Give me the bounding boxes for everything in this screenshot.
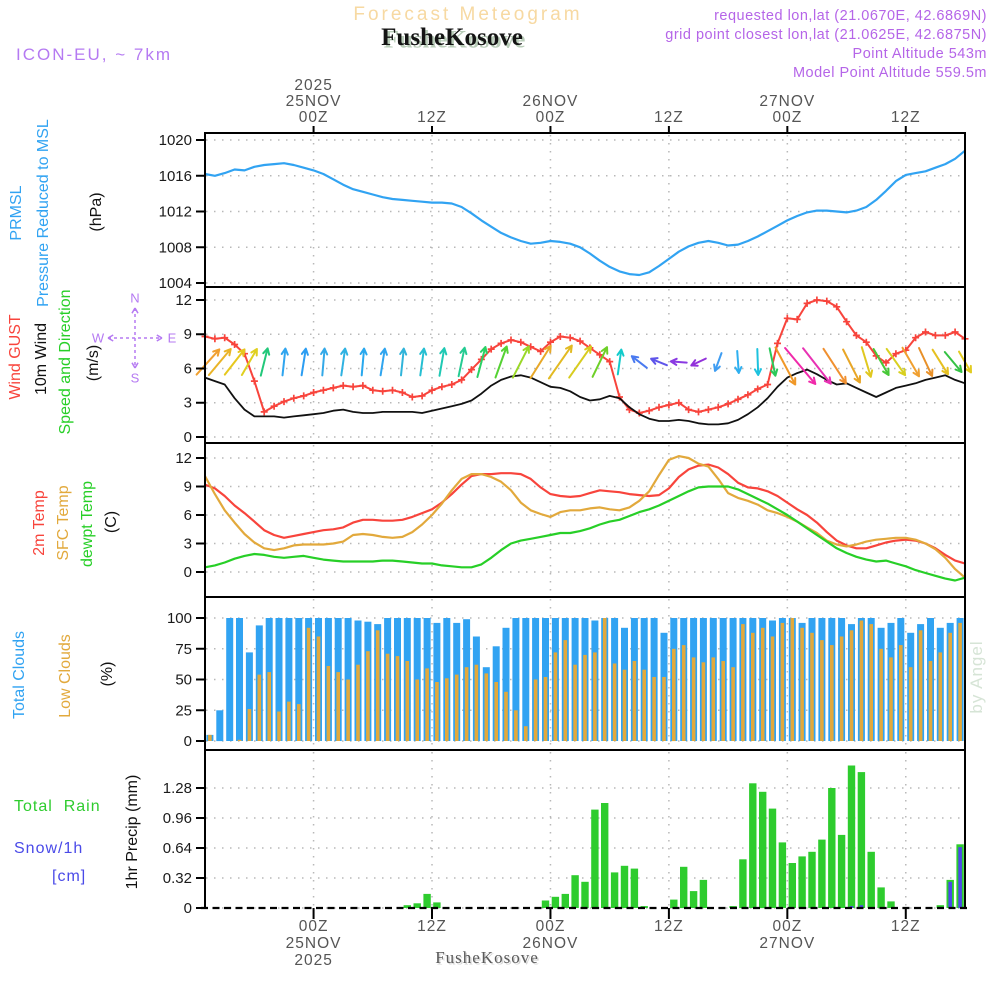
svg-text:1012: 1012 — [159, 204, 192, 221]
svg-text:0.64: 0.64 — [163, 840, 192, 857]
svg-text:12Z: 12Z — [417, 918, 447, 935]
svg-text:2025: 2025 — [294, 952, 332, 969]
compass-south-label: S — [130, 370, 140, 386]
svg-text:0.96: 0.96 — [163, 810, 192, 827]
svg-text:12Z: 12Z — [891, 918, 921, 935]
svg-text:50: 50 — [175, 672, 192, 689]
svg-text:27NOV: 27NOV — [759, 935, 815, 952]
svg-text:12Z: 12Z — [654, 918, 684, 935]
svg-text:1016: 1016 — [159, 168, 192, 185]
footer-station-label: FusheKosove — [435, 948, 539, 967]
cm-unit-label: [cm] — [52, 868, 87, 885]
total-rain-label: Total Rain — [14, 798, 101, 815]
svg-text:12: 12 — [175, 450, 192, 467]
grid-point-coords: grid point closest lon,lat (21.0625E, 42… — [665, 27, 987, 43]
svg-text:00Z: 00Z — [536, 918, 566, 935]
pressure-reduced-label: Pressure Reduced to MSL — [35, 119, 52, 307]
svg-text:00Z: 00Z — [299, 109, 329, 126]
wind-gust-label: Wind GUST — [7, 314, 24, 400]
sfc-temp-label: SFC Temp — [55, 485, 72, 561]
svg-text:2025: 2025 — [294, 77, 332, 94]
svg-text:9: 9 — [184, 326, 192, 343]
watermark: by Angel — [967, 640, 986, 714]
c-unit-label: (C) — [103, 510, 120, 534]
total-clouds-label: Total Clouds — [11, 630, 28, 720]
svg-text:00Z: 00Z — [772, 918, 802, 935]
svg-text:25NOV: 25NOV — [286, 935, 342, 952]
percent-unit-label: (%) — [99, 661, 116, 687]
ms-unit-label: (m/s) — [85, 344, 102, 382]
svg-text:0.32: 0.32 — [163, 870, 192, 887]
svg-text:25: 25 — [175, 702, 192, 719]
svg-text:27NOV: 27NOV — [759, 93, 815, 110]
svg-text:12Z: 12Z — [654, 109, 684, 126]
model-point-altitude: Model Point Altitude 559.5m — [792, 65, 987, 81]
svg-text:12Z: 12Z — [891, 109, 921, 126]
svg-text:0: 0 — [184, 564, 192, 581]
svg-text:1008: 1008 — [159, 239, 192, 256]
svg-text:1004: 1004 — [159, 275, 192, 292]
svg-text:00Z: 00Z — [536, 109, 566, 126]
requested-coords: requested lon,lat (21.0670E, 42.6869N) — [714, 8, 987, 24]
svg-text:12: 12 — [175, 292, 192, 309]
svg-text:1.28: 1.28 — [163, 780, 192, 797]
svg-text:1020: 1020 — [159, 132, 192, 149]
point-altitude: Point Altitude 543m — [852, 46, 987, 62]
svg-text:75: 75 — [175, 641, 192, 658]
svg-text:0: 0 — [184, 429, 192, 446]
low-clouds-label: Low Clouds — [57, 634, 74, 718]
svg-text:00Z: 00Z — [299, 918, 329, 935]
compass-east-label: E — [167, 330, 177, 346]
svg-text:0: 0 — [184, 900, 192, 917]
page-title: Forecast Meteogram — [353, 4, 583, 25]
svg-text:25NOV: 25NOV — [286, 93, 342, 110]
svg-text:26NOV: 26NOV — [523, 93, 579, 110]
temp2m-label: 2m Temp — [31, 490, 48, 556]
speed-direction-label: Speed and Direction — [57, 289, 74, 435]
model-label: ICON-EU, ~ 7km — [16, 45, 172, 64]
hpa-unit-label: (hPa) — [88, 192, 105, 232]
compass-north-label: N — [130, 290, 140, 306]
snow-label: Snow/1h — [14, 840, 84, 857]
svg-text:3: 3 — [184, 395, 192, 412]
svg-text:00Z: 00Z — [772, 109, 802, 126]
station-title: FusheKosove — [381, 24, 523, 51]
svg-text:6: 6 — [184, 360, 192, 377]
svg-text:0: 0 — [184, 733, 192, 750]
wind10m-label: 10m Wind — [33, 322, 50, 396]
svg-text:12Z: 12Z — [417, 109, 447, 126]
svg-text:3: 3 — [184, 536, 192, 553]
svg-text:26NOV: 26NOV — [523, 935, 579, 952]
precip-axis-label: 1hr Precip (mm) — [124, 774, 141, 890]
prmsl-label: PRMSL — [8, 185, 25, 241]
dewpt-temp-label: dewpt Temp — [79, 481, 96, 567]
compass-west-label: W — [91, 330, 105, 346]
svg-text:6: 6 — [184, 507, 192, 524]
svg-text:9: 9 — [184, 479, 192, 496]
svg-text:100: 100 — [167, 610, 192, 627]
